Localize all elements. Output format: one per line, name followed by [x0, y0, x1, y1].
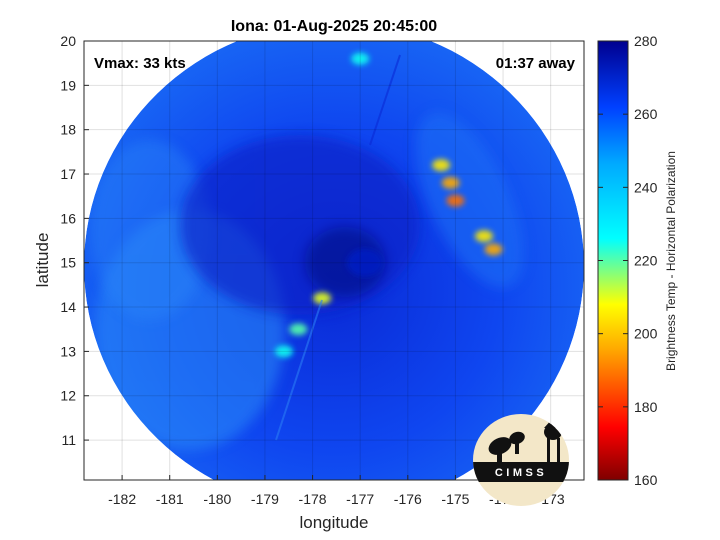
x-tick-label: -179: [251, 491, 279, 507]
swath-feature: [475, 230, 493, 243]
x-tick-label: -180: [203, 491, 231, 507]
y-tick-label: 20: [60, 33, 76, 49]
x-tick-label: -181: [156, 491, 184, 507]
colorbar-tick-label: 200: [634, 326, 658, 342]
y-tick-label: 12: [60, 388, 76, 404]
cimss-logo: CIMSS: [473, 414, 569, 506]
colorbar-ticks: 160 180 200 220 240 260 280: [598, 33, 658, 488]
colorbar-tick-label: 160: [634, 472, 658, 488]
y-tick-label: 17: [60, 166, 76, 182]
vmax-annotation: Vmax: 33 kts: [94, 55, 186, 72]
x-axis-label: longitude: [299, 513, 368, 532]
x-tick-label: -182: [108, 491, 136, 507]
colorbar-label: Brightness Temp - Horizontal Polarizatio…: [664, 151, 678, 371]
logo-text: CIMSS: [495, 467, 547, 479]
colorbar-tick-label: 180: [634, 399, 658, 415]
swath-feature: [484, 243, 503, 256]
swath-image: [84, 41, 584, 480]
y-axis-ticks: 11 12 13 14 15 16 17 18 19 20: [60, 33, 89, 448]
y-tick-label: 14: [60, 299, 76, 315]
swath-feature: [432, 159, 451, 172]
swath-feature: [351, 52, 370, 65]
swath-feature: [289, 323, 308, 336]
swath-feature: [275, 345, 293, 358]
colorbar-tick-label: 280: [634, 33, 658, 49]
colorbar-tick-label: 240: [634, 179, 658, 195]
x-tick-label: -178: [299, 491, 327, 507]
y-tick-label: 15: [60, 255, 76, 271]
y-tick-label: 13: [60, 343, 76, 359]
plot-frame: [83, 40, 585, 481]
x-tick-label: -177: [346, 491, 374, 507]
swath-feature: [313, 292, 332, 305]
y-tick-label: 18: [60, 122, 76, 138]
swath-feature: [346, 248, 383, 277]
y-tick-label: 11: [61, 432, 76, 448]
y-axis-label: latitude: [33, 233, 52, 288]
swath-feature: [441, 176, 460, 189]
x-tick-label: -176: [394, 491, 422, 507]
y-tick-label: 19: [60, 77, 76, 93]
colorbar-tick-label: 220: [634, 253, 658, 269]
swath-feature: [446, 194, 465, 207]
time-away-annotation: 01:37 away: [496, 55, 576, 72]
x-tick-label: -175: [441, 491, 469, 507]
chart-title: Iona: 01-Aug-2025 20:45:00: [231, 18, 437, 35]
colorbar-tick-label: 260: [634, 106, 658, 122]
y-tick-label: 16: [60, 210, 76, 226]
